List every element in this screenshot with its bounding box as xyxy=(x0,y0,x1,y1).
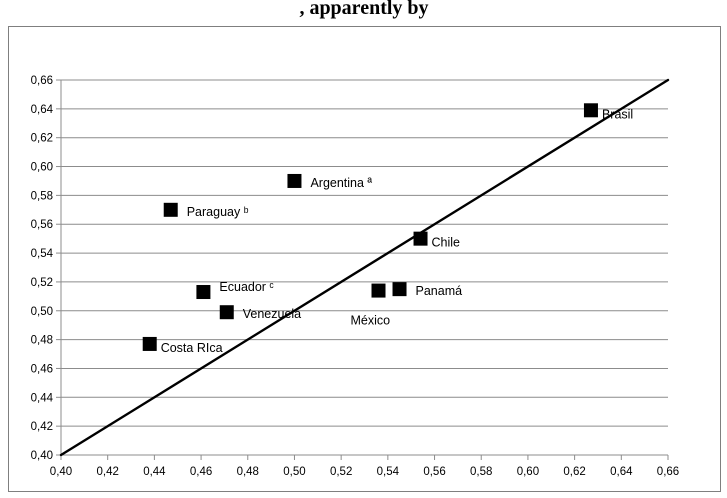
y-tick-label: 0,42 xyxy=(31,421,53,433)
y-tick-label: 0,40 xyxy=(31,450,53,462)
data-point-label: Chile xyxy=(432,236,461,250)
data-point-label: Ecuador ᶜ xyxy=(219,280,274,294)
reference-line-layer xyxy=(59,78,670,457)
y-tick-label: 0,54 xyxy=(31,248,54,260)
y-tick-label: 0,64 xyxy=(31,104,54,116)
data-point-marker xyxy=(142,336,157,351)
y-tick-label: 0,50 xyxy=(31,306,53,318)
reference-line xyxy=(59,78,670,457)
x-tick-label: 0,56 xyxy=(423,466,445,478)
x-tick-label: 0,46 xyxy=(190,466,212,478)
grid-layer xyxy=(61,79,668,427)
y-tick-label: 0,60 xyxy=(31,162,53,174)
chart-title: , apparently by xyxy=(299,0,428,19)
data-point-layer: Brasil Argentina ª Paraguay ᵇ Chile Ecuador … xyxy=(142,103,633,355)
data-point-label: Costa RIca xyxy=(161,341,223,355)
x-tick-label: 0,42 xyxy=(96,466,118,478)
x-tick-label: 0,66 xyxy=(657,466,679,478)
data-point-marker xyxy=(163,202,178,217)
x-tick-label: 0,48 xyxy=(237,466,259,478)
data-point-marker xyxy=(583,103,598,118)
y-tick-label: 0,56 xyxy=(31,219,53,231)
data-point-label: Argentina ª xyxy=(310,176,372,190)
x-tick-label: 0,40 xyxy=(50,466,72,478)
x-tick-label: 0,58 xyxy=(470,466,492,478)
y-tick-label: 0,58 xyxy=(31,190,53,202)
data-point-marker xyxy=(219,305,234,320)
data-point-marker xyxy=(371,283,386,298)
data-point-label: Paraguay ᵇ xyxy=(187,205,249,219)
data-point-marker xyxy=(196,285,211,300)
y-tick-label: 0,62 xyxy=(31,133,53,145)
x-tick-label: 0,52 xyxy=(330,466,352,478)
y-tick-label: 0,44 xyxy=(31,392,54,404)
x-tick-label: 0,64 xyxy=(610,466,633,478)
y-tick-label: 0,52 xyxy=(31,277,53,289)
data-point-label: Venezuela xyxy=(243,307,301,321)
y-tick-label: 0,66 xyxy=(31,75,53,87)
x-tick-label: 0,50 xyxy=(283,466,305,478)
data-point-label: Panamá xyxy=(416,284,463,298)
data-point-label: Brasil xyxy=(602,107,633,121)
data-point-marker xyxy=(413,231,428,246)
x-tick-label: 0,60 xyxy=(517,466,539,478)
data-point-label: México xyxy=(351,314,391,328)
y-tick-label: 0,46 xyxy=(31,363,53,375)
x-tick-label: 0,44 xyxy=(143,466,166,478)
data-point-marker xyxy=(392,282,407,297)
data-point-marker xyxy=(287,173,302,188)
x-tick-label: 0,62 xyxy=(563,466,585,478)
y-tick-label: 0,48 xyxy=(31,335,53,347)
x-tick-label: 0,54 xyxy=(377,466,400,478)
axis-layer: 0,40 0,42 0,44 0,46 0,48 0,50 0,52 0,54 0,56 0,58… xyxy=(31,75,680,478)
